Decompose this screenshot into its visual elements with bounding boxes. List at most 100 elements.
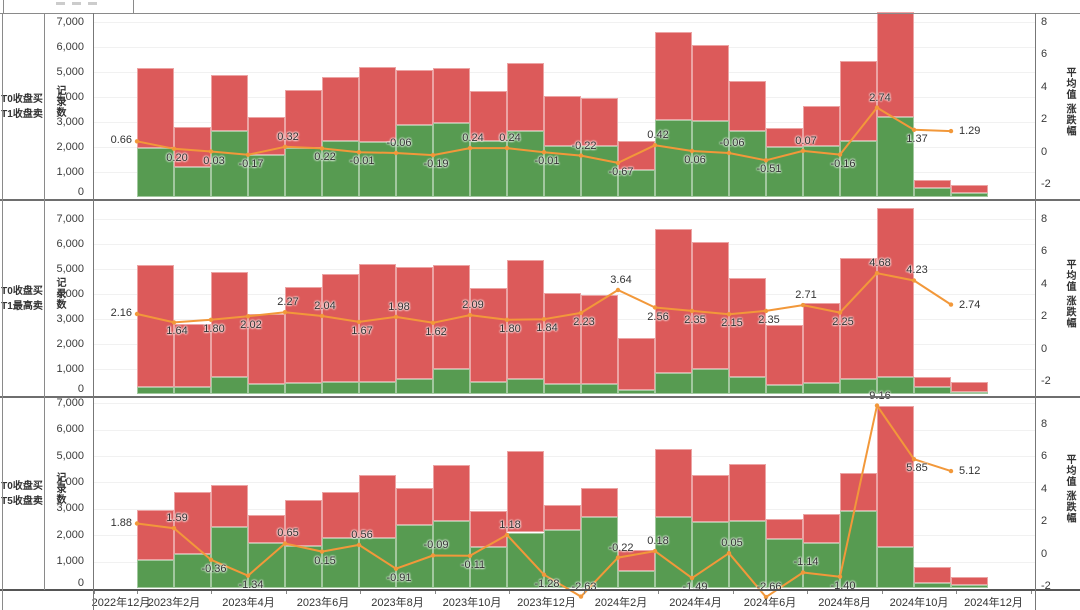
bar-segment-up <box>951 185 988 193</box>
right-tick-label: 6 <box>1041 48 1048 61</box>
right-tick-label: 2 <box>1041 310 1048 323</box>
bar-segment-down <box>766 385 803 395</box>
x-tick-label: 2024年2月 <box>594 597 648 609</box>
x-tick-label: 2024年12月 <box>964 597 1023 609</box>
bar-segment-up <box>914 566 951 583</box>
bar-segment-down <box>359 381 396 394</box>
bar-segment-up <box>285 89 322 149</box>
line-value-label: 0.07 <box>795 134 817 147</box>
y-tick-label: 0 <box>77 576 84 589</box>
right-tick-label: -2 <box>1041 374 1051 387</box>
gridline <box>93 403 1035 405</box>
row-label-line2: T1收盘卖 <box>1 108 43 120</box>
x-tick-label: 2023年8月 <box>371 597 424 609</box>
right-tick-label: 8 <box>1041 417 1048 430</box>
y-tick-label: 3,000 <box>56 312 84 325</box>
bar-segment-up <box>544 95 581 146</box>
right-tick-label: 0 <box>1041 342 1048 355</box>
line-value-label: 2.27 <box>277 296 299 309</box>
y-tick-label: 2,000 <box>56 140 84 153</box>
bar-segment-down <box>396 124 433 197</box>
bar-segment-up <box>803 302 840 383</box>
line-value-label: 2.25 <box>832 315 854 328</box>
x-axis-tick <box>807 590 809 594</box>
line-value-label: -0.22 <box>608 541 634 554</box>
bar-segment-down <box>581 384 618 394</box>
bar-segment-up <box>803 514 840 544</box>
border <box>3 0 4 13</box>
panel-row-label: T0收盘买 T1收盘卖 <box>0 13 44 200</box>
average-change-line <box>134 403 954 600</box>
x-axis-tick <box>211 590 213 594</box>
line-value-label: 1.80 <box>203 322 225 335</box>
right-tick-label: 4 <box>1041 482 1048 495</box>
bar-segment-down <box>248 154 285 197</box>
line-value-label: 2.35 <box>758 313 780 326</box>
bar-segment-up <box>877 207 914 377</box>
line-value-label: 1.88 <box>110 516 132 529</box>
line-value-label: 0.18 <box>647 535 669 548</box>
x-axis-tick <box>1030 590 1032 594</box>
bar-segment-down <box>914 386 951 394</box>
bar-segment-up <box>766 325 803 386</box>
line-value-label: -1.34 <box>238 578 264 591</box>
x-axis-tick <box>881 590 883 594</box>
right-tick-label: 4 <box>1041 277 1048 290</box>
x-tick-label: 2024年6月 <box>743 597 797 609</box>
right-tick-label: 0 <box>1041 145 1048 158</box>
bar-segment-up <box>285 286 322 383</box>
gridline <box>93 47 1035 48</box>
bar-segment-down <box>470 381 507 394</box>
bar-segment-down <box>729 130 766 198</box>
line-value-label: 1.98 <box>388 300 410 313</box>
bar-segment-up <box>322 491 359 538</box>
x-axis-label-row: 2022年12月 2023年2月 2023年4月 2023年6月 2023年8月 2023… <box>92 590 1035 610</box>
right-axis-name: 平均值 涨跌幅 <box>1064 66 1075 137</box>
bar-segment-down <box>285 148 322 198</box>
bar-segment-down <box>396 379 433 394</box>
y-tick-label: 3,000 <box>56 502 84 515</box>
clipped-text-fragment <box>56 2 65 5</box>
bar-segment-down <box>914 582 951 588</box>
y-tick-label: 2,000 <box>56 337 84 350</box>
bar-segment-down <box>655 119 692 197</box>
line-value-label: 2.35 <box>684 313 706 326</box>
bar-segment-down <box>211 527 248 588</box>
bar-segment-up <box>914 376 951 387</box>
bar-segment-up <box>655 449 692 517</box>
bar-segment-down <box>470 140 507 198</box>
bar-segment-up <box>211 271 248 377</box>
bar-segment-up <box>877 12 914 117</box>
bar-segment-down <box>248 384 285 394</box>
y-tick-label: 0 <box>77 185 84 198</box>
x-axis-tick <box>434 590 436 594</box>
bar-segment-down <box>581 145 618 198</box>
right-axis-name: 平均值 涨跌幅 <box>1064 453 1075 524</box>
right-tick-label: -2 <box>1041 177 1051 190</box>
right-tick-label: 4 <box>1041 80 1048 93</box>
line-value-label: 2.56 <box>647 310 669 323</box>
y-tick-label: 6,000 <box>56 237 84 250</box>
bar-segment-up <box>581 487 618 517</box>
row-label-line2: T1最高卖 <box>1 300 43 312</box>
bar-segment-up <box>174 324 211 387</box>
bar-segment-down <box>470 547 507 588</box>
line-value-label: 0.24 <box>499 132 521 145</box>
bar-segment-up <box>729 80 766 131</box>
bar-segment-down <box>433 123 470 198</box>
border <box>2 13 3 610</box>
bar-segment-up <box>137 68 174 149</box>
bar-segment-up <box>692 241 729 369</box>
bar-segment-down <box>803 543 840 588</box>
line-value-label: -1.40 <box>830 579 856 592</box>
y-tick-label: 2,000 <box>56 528 84 541</box>
bar-segment-up <box>877 405 914 547</box>
right-tick-label: 2 <box>1041 515 1048 528</box>
bar-segment-up <box>507 63 544 131</box>
bar-segment-up <box>137 265 174 387</box>
y-tick-label: 5,000 <box>56 262 84 275</box>
panel-separator <box>0 199 1080 201</box>
bar-segment-up <box>692 44 729 121</box>
x-axis-tick <box>360 590 362 594</box>
bar-segment-up <box>840 257 877 380</box>
